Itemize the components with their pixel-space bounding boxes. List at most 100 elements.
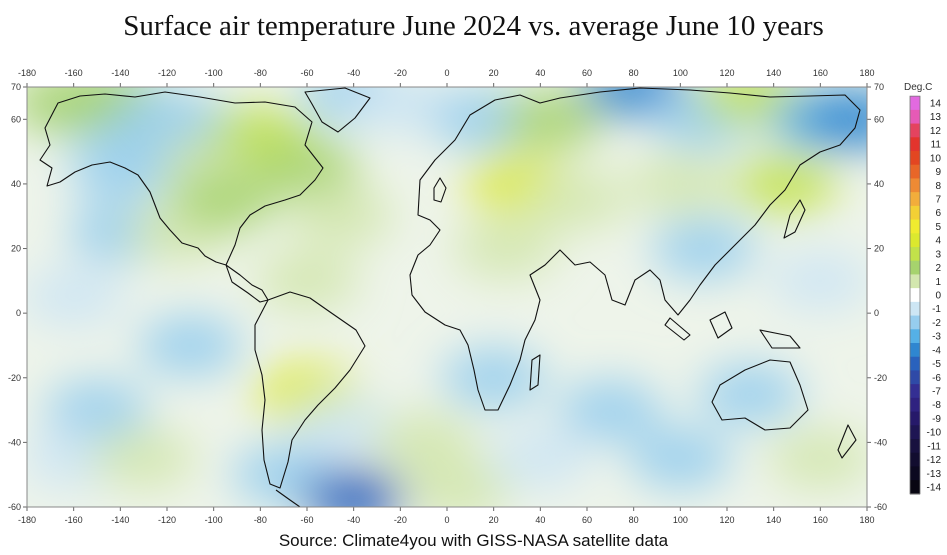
- lon-label-bottom: -140: [111, 515, 129, 525]
- lat-label-right: 20: [874, 244, 884, 254]
- lon-label-bottom: -120: [158, 515, 176, 525]
- legend-swatch: [910, 356, 920, 371]
- anomaly-blob: [698, 363, 803, 424]
- legend-swatch: [910, 192, 920, 207]
- legend-label: 0: [935, 291, 941, 302]
- legend-swatch: [910, 274, 920, 289]
- legend-label: 7: [935, 195, 941, 206]
- lat-label-left: 20: [11, 244, 21, 254]
- anomaly-blob: [628, 153, 733, 214]
- lat-label-left: -60: [8, 502, 21, 512]
- anomaly-blob: [91, 428, 196, 489]
- legend-swatch: [910, 425, 920, 440]
- legend-label: 13: [930, 112, 942, 123]
- anomaly-blob: [558, 380, 663, 441]
- lon-label-bottom: -40: [347, 515, 360, 525]
- lon-label-bottom: -180: [18, 515, 36, 525]
- legend-label: 4: [935, 236, 941, 247]
- legend-swatch: [910, 288, 920, 303]
- legend-swatch: [910, 109, 920, 125]
- anomaly-blob: [500, 89, 604, 150]
- anomaly-blob: [348, 87, 453, 134]
- lon-label-top: -180: [18, 68, 36, 78]
- legend-label: 11: [931, 140, 942, 151]
- lat-label-left: 40: [11, 179, 21, 189]
- legend-swatch: [910, 260, 920, 275]
- lat-label-right: 40: [874, 179, 884, 189]
- lat-label-right: 0: [874, 308, 879, 318]
- anomaly-blob: [68, 137, 173, 198]
- anomaly-blob: [488, 428, 593, 489]
- anomaly-blob: [651, 218, 756, 279]
- anomaly-blob: [290, 186, 394, 247]
- anomaly-blob: [301, 467, 406, 507]
- legend-swatch: [910, 219, 920, 234]
- legend-label: 2: [935, 263, 941, 274]
- lon-label-top: 20: [489, 68, 499, 78]
- lon-label-top: -60: [300, 68, 313, 78]
- lon-label-top: -120: [158, 68, 176, 78]
- legend-label: 3: [935, 249, 941, 260]
- legend-label: -1: [932, 304, 941, 315]
- longitude-labels-bottom: -180 -160 -140 -120 -100 -80 -60 -40 -20 0 20 40 60 8…: [18, 515, 875, 525]
- anomaly-blob: [45, 380, 149, 441]
- legend-swatch: [910, 151, 920, 166]
- legend-label: 14: [930, 99, 942, 110]
- lat-label-right: 60: [874, 114, 884, 124]
- lat-label-left: 60: [11, 114, 21, 124]
- lon-label-bottom: 100: [673, 515, 688, 525]
- lon-label-top: 140: [766, 68, 781, 78]
- legend-swatches: [909, 95, 921, 495]
- lat-label-right: 70: [874, 82, 884, 92]
- legend-labels: 14131211109876543210-1-2-3-4-5-6-7-8-9-1…: [927, 99, 942, 494]
- anomaly-blob: [27, 267, 126, 327]
- lon-label-bottom: -20: [394, 515, 407, 525]
- lon-label-top: 160: [813, 68, 828, 78]
- legend-label: -3: [932, 332, 941, 343]
- legend-label: -11: [927, 441, 941, 452]
- legend-swatch: [910, 370, 920, 385]
- anomaly-blob: [768, 250, 867, 311]
- legend-swatch: [910, 301, 920, 317]
- color-legend: Deg.C 14131211109876543210-1-2-3-4-5-6-7…: [904, 82, 942, 495]
- lon-label-top: -40: [347, 68, 360, 78]
- coastline-north-america: [39, 91, 324, 266]
- anomaly-blob: [441, 347, 546, 408]
- legend-swatch: [910, 439, 920, 454]
- latitude-labels-left: 70 60 40 20 0 -20 -40 -60: [8, 82, 21, 512]
- anomaly-blob: [138, 315, 243, 376]
- legend-swatch: [910, 397, 920, 413]
- lon-label-top: -80: [254, 68, 267, 78]
- lon-label-top: 60: [582, 68, 592, 78]
- legend-label: 10: [930, 153, 942, 164]
- legend-swatch: [910, 466, 920, 481]
- lat-label-right: -40: [874, 437, 887, 447]
- lon-label-bottom: -100: [205, 515, 223, 525]
- coastlines: [39, 87, 861, 507]
- legend-frame: [909, 95, 921, 495]
- lon-label-top: -140: [111, 68, 129, 78]
- legend-label: 9: [935, 167, 941, 178]
- lon-label-bottom: 80: [629, 515, 639, 525]
- lon-label-bottom: -160: [65, 515, 83, 525]
- anomaly-blob: [453, 218, 558, 279]
- legend-label: 6: [935, 208, 941, 219]
- longitude-labels-top: -180 -160 -140 -120 -100 -80 -60 -40 -20 0 20 40 60 8…: [18, 68, 875, 78]
- legend-swatch: [910, 480, 920, 495]
- legend-label: -7: [932, 387, 941, 398]
- plot-frame: [26, 86, 868, 508]
- lat-label-right: -20: [874, 373, 887, 383]
- coastline-borneo: [709, 311, 733, 339]
- lon-label-top: 100: [673, 68, 688, 78]
- coastline-sumatra: [664, 317, 691, 341]
- legend-swatch: [910, 247, 920, 262]
- legend-title: Deg.C: [904, 82, 932, 93]
- legend-swatch: [910, 343, 920, 358]
- lon-label-bottom: 60: [582, 515, 592, 525]
- legend-label: 12: [930, 126, 942, 137]
- coastline-new-guinea: [759, 329, 801, 349]
- map-title: Surface air temperature June 2024 vs. av…: [123, 10, 824, 42]
- anomaly-blob: [255, 250, 359, 311]
- legend-swatch: [910, 205, 920, 221]
